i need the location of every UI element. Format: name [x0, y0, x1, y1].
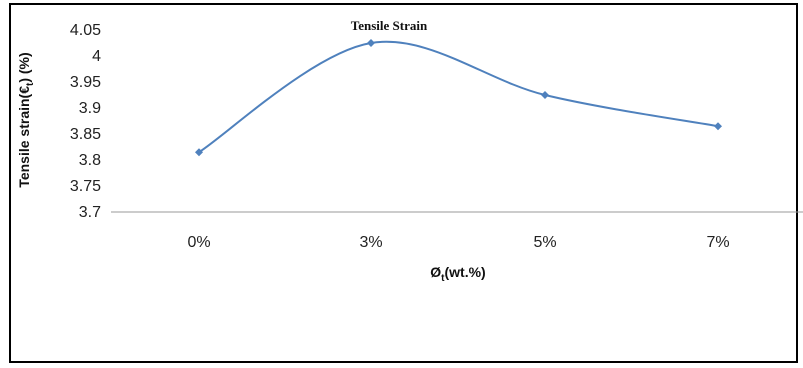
- x-label-tail: (wt.%): [445, 264, 486, 280]
- y-tick-label: 4.05: [70, 22, 101, 39]
- y-tick-label: 4: [92, 48, 101, 65]
- x-tick-labels: 0% 3% 5% 7%: [187, 234, 729, 251]
- x-label-main: Ø: [430, 264, 441, 280]
- chart-title: Tensile Strain: [351, 18, 428, 33]
- y-tick-label: 3.7: [79, 204, 101, 221]
- y-tick-label: 3.85: [70, 126, 101, 143]
- x-axis-label: Øt(wt.%): [430, 264, 485, 284]
- y-label-sub: t: [25, 82, 36, 86]
- y-tick-labels: 3.7 3.75 3.8 3.85 3.9 3.95 4 4.05: [70, 22, 101, 221]
- x-label-sub: t: [441, 273, 445, 284]
- x-tick-label: 5%: [533, 234, 556, 251]
- data-point-marker: [195, 148, 203, 157]
- data-point-marker: [367, 39, 375, 47]
- x-tick-label: 0%: [187, 234, 210, 251]
- y-axis-label: Tensile strain(€t) (%): [16, 52, 36, 187]
- y-tick-label: 3.8: [79, 152, 101, 169]
- series-layer: [195, 39, 722, 157]
- data-point-marker: [541, 91, 549, 99]
- y-tick-label: 3.75: [70, 178, 101, 195]
- x-tick-label: 3%: [359, 234, 382, 251]
- y-label-main: Tensile strain(€: [16, 86, 32, 188]
- y-tick-label: 3.9: [79, 100, 101, 117]
- x-tick-label: 7%: [706, 234, 729, 251]
- data-point-marker: [714, 122, 722, 131]
- chart-frame: [9, 3, 798, 363]
- series-line: [198, 40, 719, 154]
- y-label-tail: ) (%): [16, 52, 32, 82]
- y-tick-label: 3.95: [70, 74, 101, 91]
